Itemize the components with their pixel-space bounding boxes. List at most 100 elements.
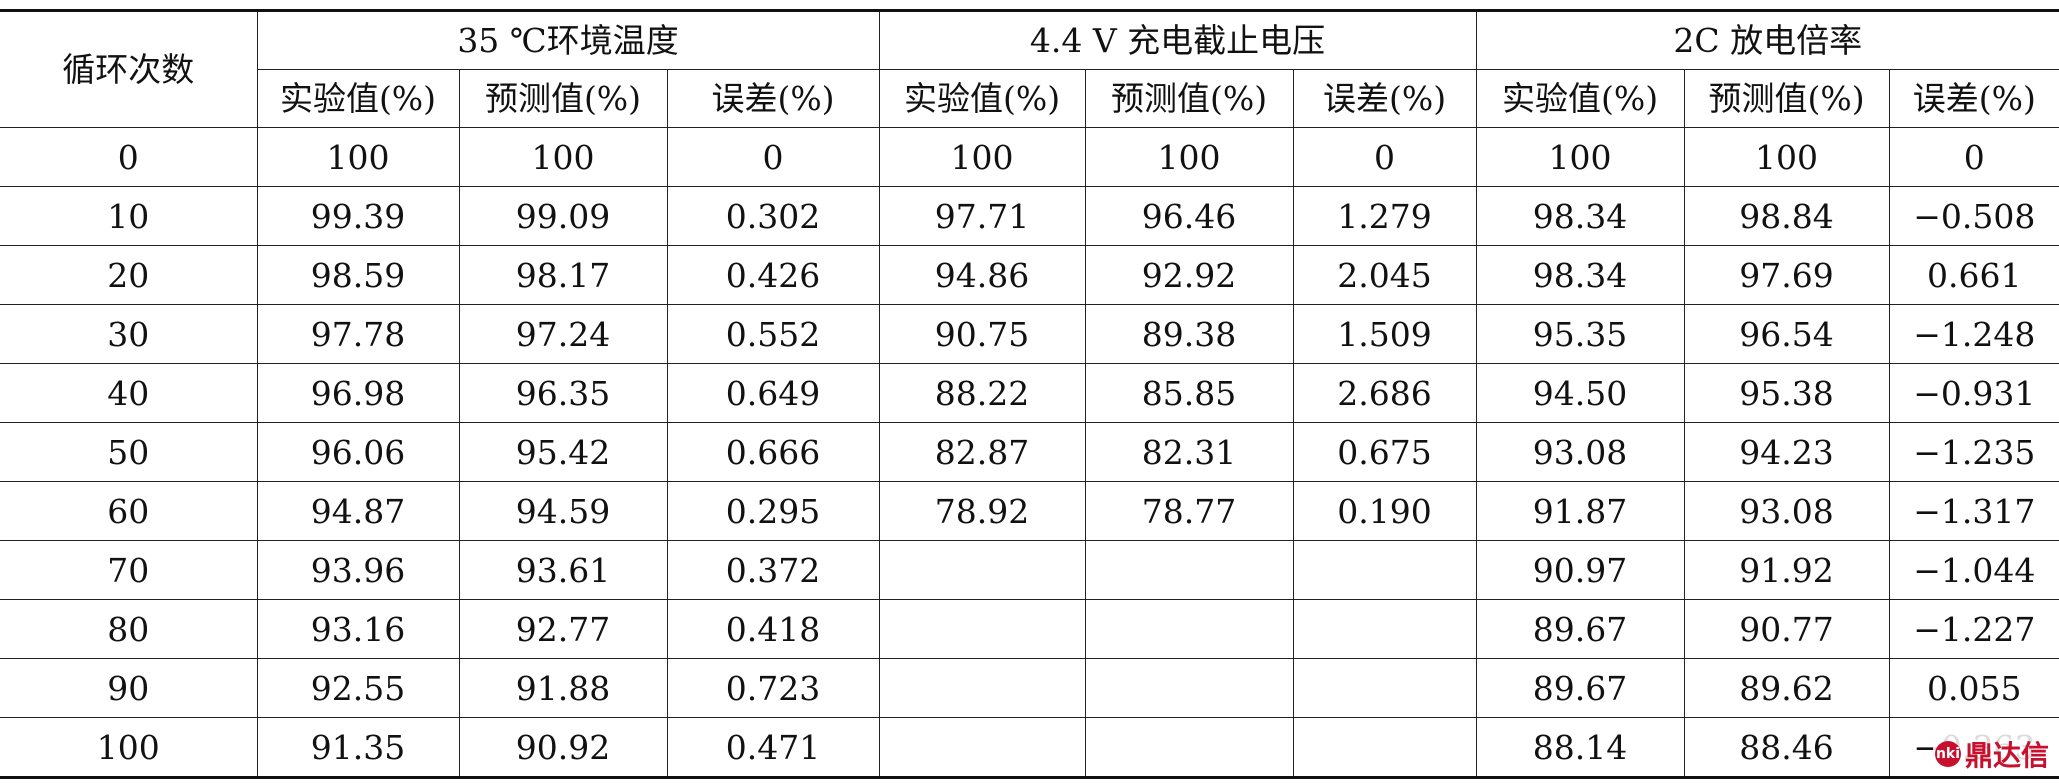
table-row: 40 96.98 96.35 0.649 88.22 85.85 2.686 94.50 95.… [0, 363, 2059, 423]
sub-header-error: 误差(%) [666, 69, 880, 128]
rate-predicted-cell: 98.84 [1683, 186, 1890, 246]
voltage-experimental-cell [878, 717, 1086, 778]
rate-experimental-cell: 91.87 [1475, 481, 1685, 541]
rate-experimental-cell: 89.67 [1475, 658, 1685, 718]
temp-error-cell: 0.302 [666, 186, 880, 246]
cycle-count-cell: 70 [0, 540, 258, 600]
table-row: 0 100 100 0 100 100 0 100 100 0 [0, 127, 2059, 187]
rate-error-cell: −1.227 [1888, 599, 2059, 659]
temp-experimental-cell: 97.78 [256, 304, 460, 364]
rate-experimental-cell: 95.35 [1475, 304, 1685, 364]
group-header-discharge-rate: 2C 放电倍率 [1475, 10, 2059, 70]
rate-experimental-cell: 93.08 [1475, 422, 1685, 482]
voltage-experimental-cell: 94.86 [878, 245, 1086, 305]
temp-predicted-cell: 96.35 [458, 363, 668, 423]
temp-experimental-cell: 96.06 [256, 422, 460, 482]
voltage-predicted-cell: 96.46 [1084, 186, 1294, 246]
voltage-predicted-cell [1084, 717, 1294, 778]
voltage-error-cell: 0.675 [1292, 422, 1477, 482]
temp-error-cell: 0.666 [666, 422, 880, 482]
sub-header-experimental: 实验值(%) [1475, 69, 1685, 128]
rate-error-cell: 0 [1888, 127, 2059, 187]
voltage-error-cell: 2.045 [1292, 245, 1477, 305]
voltage-predicted-cell: 85.85 [1084, 363, 1294, 423]
temp-predicted-cell: 95.42 [458, 422, 668, 482]
rate-experimental-cell: 88.14 [1475, 717, 1685, 778]
temp-predicted-cell: 94.59 [458, 481, 668, 541]
rate-predicted-cell: 94.23 [1683, 422, 1890, 482]
sub-header-predicted: 预测值(%) [458, 69, 668, 128]
voltage-error-cell: 0.190 [1292, 481, 1477, 541]
rate-predicted-cell: 89.62 [1683, 658, 1890, 718]
voltage-error-cell [1292, 658, 1477, 718]
rate-experimental-cell: 98.34 [1475, 245, 1685, 305]
voltage-experimental-cell: 100 [878, 127, 1086, 187]
watermark: nki 鼎达信 [1932, 734, 2051, 774]
rate-experimental-cell: 100 [1475, 127, 1685, 187]
voltage-error-cell: 2.686 [1292, 363, 1477, 423]
rate-error-cell: −1.235 [1888, 422, 2059, 482]
voltage-predicted-cell [1084, 599, 1294, 659]
voltage-predicted-cell [1084, 658, 1294, 718]
data-table: 循环次数 35 ℃环境温度 4.4 V 充电截止电压 2C 放电倍率 实验值(%… [0, 9, 2059, 779]
cycle-count-cell: 30 [0, 304, 258, 364]
temp-experimental-cell: 94.87 [256, 481, 460, 541]
table-row: 10 99.39 99.09 0.302 97.71 96.46 1.279 98.34 98.… [0, 186, 2059, 246]
temp-predicted-cell: 93.61 [458, 540, 668, 600]
cycle-count-cell: 0 [0, 127, 258, 187]
voltage-error-cell: 1.279 [1292, 186, 1477, 246]
temp-experimental-cell: 93.96 [256, 540, 460, 600]
temp-predicted-cell: 98.17 [458, 245, 668, 305]
temp-experimental-cell: 98.59 [256, 245, 460, 305]
cycle-count-cell: 60 [0, 481, 258, 541]
rate-experimental-cell: 90.97 [1475, 540, 1685, 600]
temp-predicted-cell: 100 [458, 127, 668, 187]
temp-experimental-cell: 99.39 [256, 186, 460, 246]
rate-predicted-cell: 100 [1683, 127, 1890, 187]
temp-error-cell: 0.552 [666, 304, 880, 364]
cycle-count-cell: 80 [0, 599, 258, 659]
temp-predicted-cell: 99.09 [458, 186, 668, 246]
rate-experimental-cell: 94.50 [1475, 363, 1685, 423]
temp-experimental-cell: 93.16 [256, 599, 460, 659]
sub-header-error: 误差(%) [1292, 69, 1477, 128]
watermark-text: 鼎达信 [1964, 739, 2049, 772]
watermark-logo-icon: nki [1934, 741, 1961, 767]
rate-predicted-cell: 95.38 [1683, 363, 1890, 423]
voltage-predicted-cell: 89.38 [1084, 304, 1294, 364]
rate-error-cell: −0.931 [1888, 363, 2059, 423]
cycle-count-cell: 100 [0, 717, 258, 778]
rate-error-cell: −1.317 [1888, 481, 2059, 541]
voltage-error-cell: 0 [1292, 127, 1477, 187]
group-header-temperature: 35 ℃环境温度 [256, 10, 880, 70]
table-row: 60 94.87 94.59 0.295 78.92 78.77 0.190 91.87 93.… [0, 481, 2059, 541]
rate-predicted-cell: 91.92 [1683, 540, 1890, 600]
rate-predicted-cell: 96.54 [1683, 304, 1890, 364]
voltage-experimental-cell: 82.87 [878, 422, 1086, 482]
temp-experimental-cell: 91.35 [256, 717, 460, 778]
temp-error-cell: 0.426 [666, 245, 880, 305]
voltage-predicted-cell: 100 [1084, 127, 1294, 187]
rate-predicted-cell: 93.08 [1683, 481, 1890, 541]
rate-predicted-cell: 90.77 [1683, 599, 1890, 659]
rate-experimental-cell: 89.67 [1475, 599, 1685, 659]
table-body: 0 100 100 0 100 100 0 100 100 0 10 99.39 99.09 0.302 9… [0, 127, 2059, 778]
temp-predicted-cell: 97.24 [458, 304, 668, 364]
table-row: 50 96.06 95.42 0.666 82.87 82.31 0.675 93.08 94.… [0, 422, 2059, 482]
sub-header-experimental: 实验值(%) [878, 69, 1086, 128]
voltage-error-cell: 1.509 [1292, 304, 1477, 364]
voltage-experimental-cell: 97.71 [878, 186, 1086, 246]
rate-predicted-cell: 97.69 [1683, 245, 1890, 305]
cycle-count-cell: 40 [0, 363, 258, 423]
temp-experimental-cell: 100 [256, 127, 460, 187]
sub-header-predicted: 预测值(%) [1084, 69, 1294, 128]
table-row: 20 98.59 98.17 0.426 94.86 92.92 2.045 98.34 97.… [0, 245, 2059, 305]
cycle-count-cell: 10 [0, 186, 258, 246]
temp-error-cell: 0.295 [666, 481, 880, 541]
voltage-experimental-cell: 88.22 [878, 363, 1086, 423]
rate-error-cell: 0.661 [1888, 245, 2059, 305]
temp-predicted-cell: 90.92 [458, 717, 668, 778]
temp-predicted-cell: 92.77 [458, 599, 668, 659]
table-row: 70 93.96 93.61 0.372 90.97 91.92 −1.044 [0, 540, 2059, 600]
